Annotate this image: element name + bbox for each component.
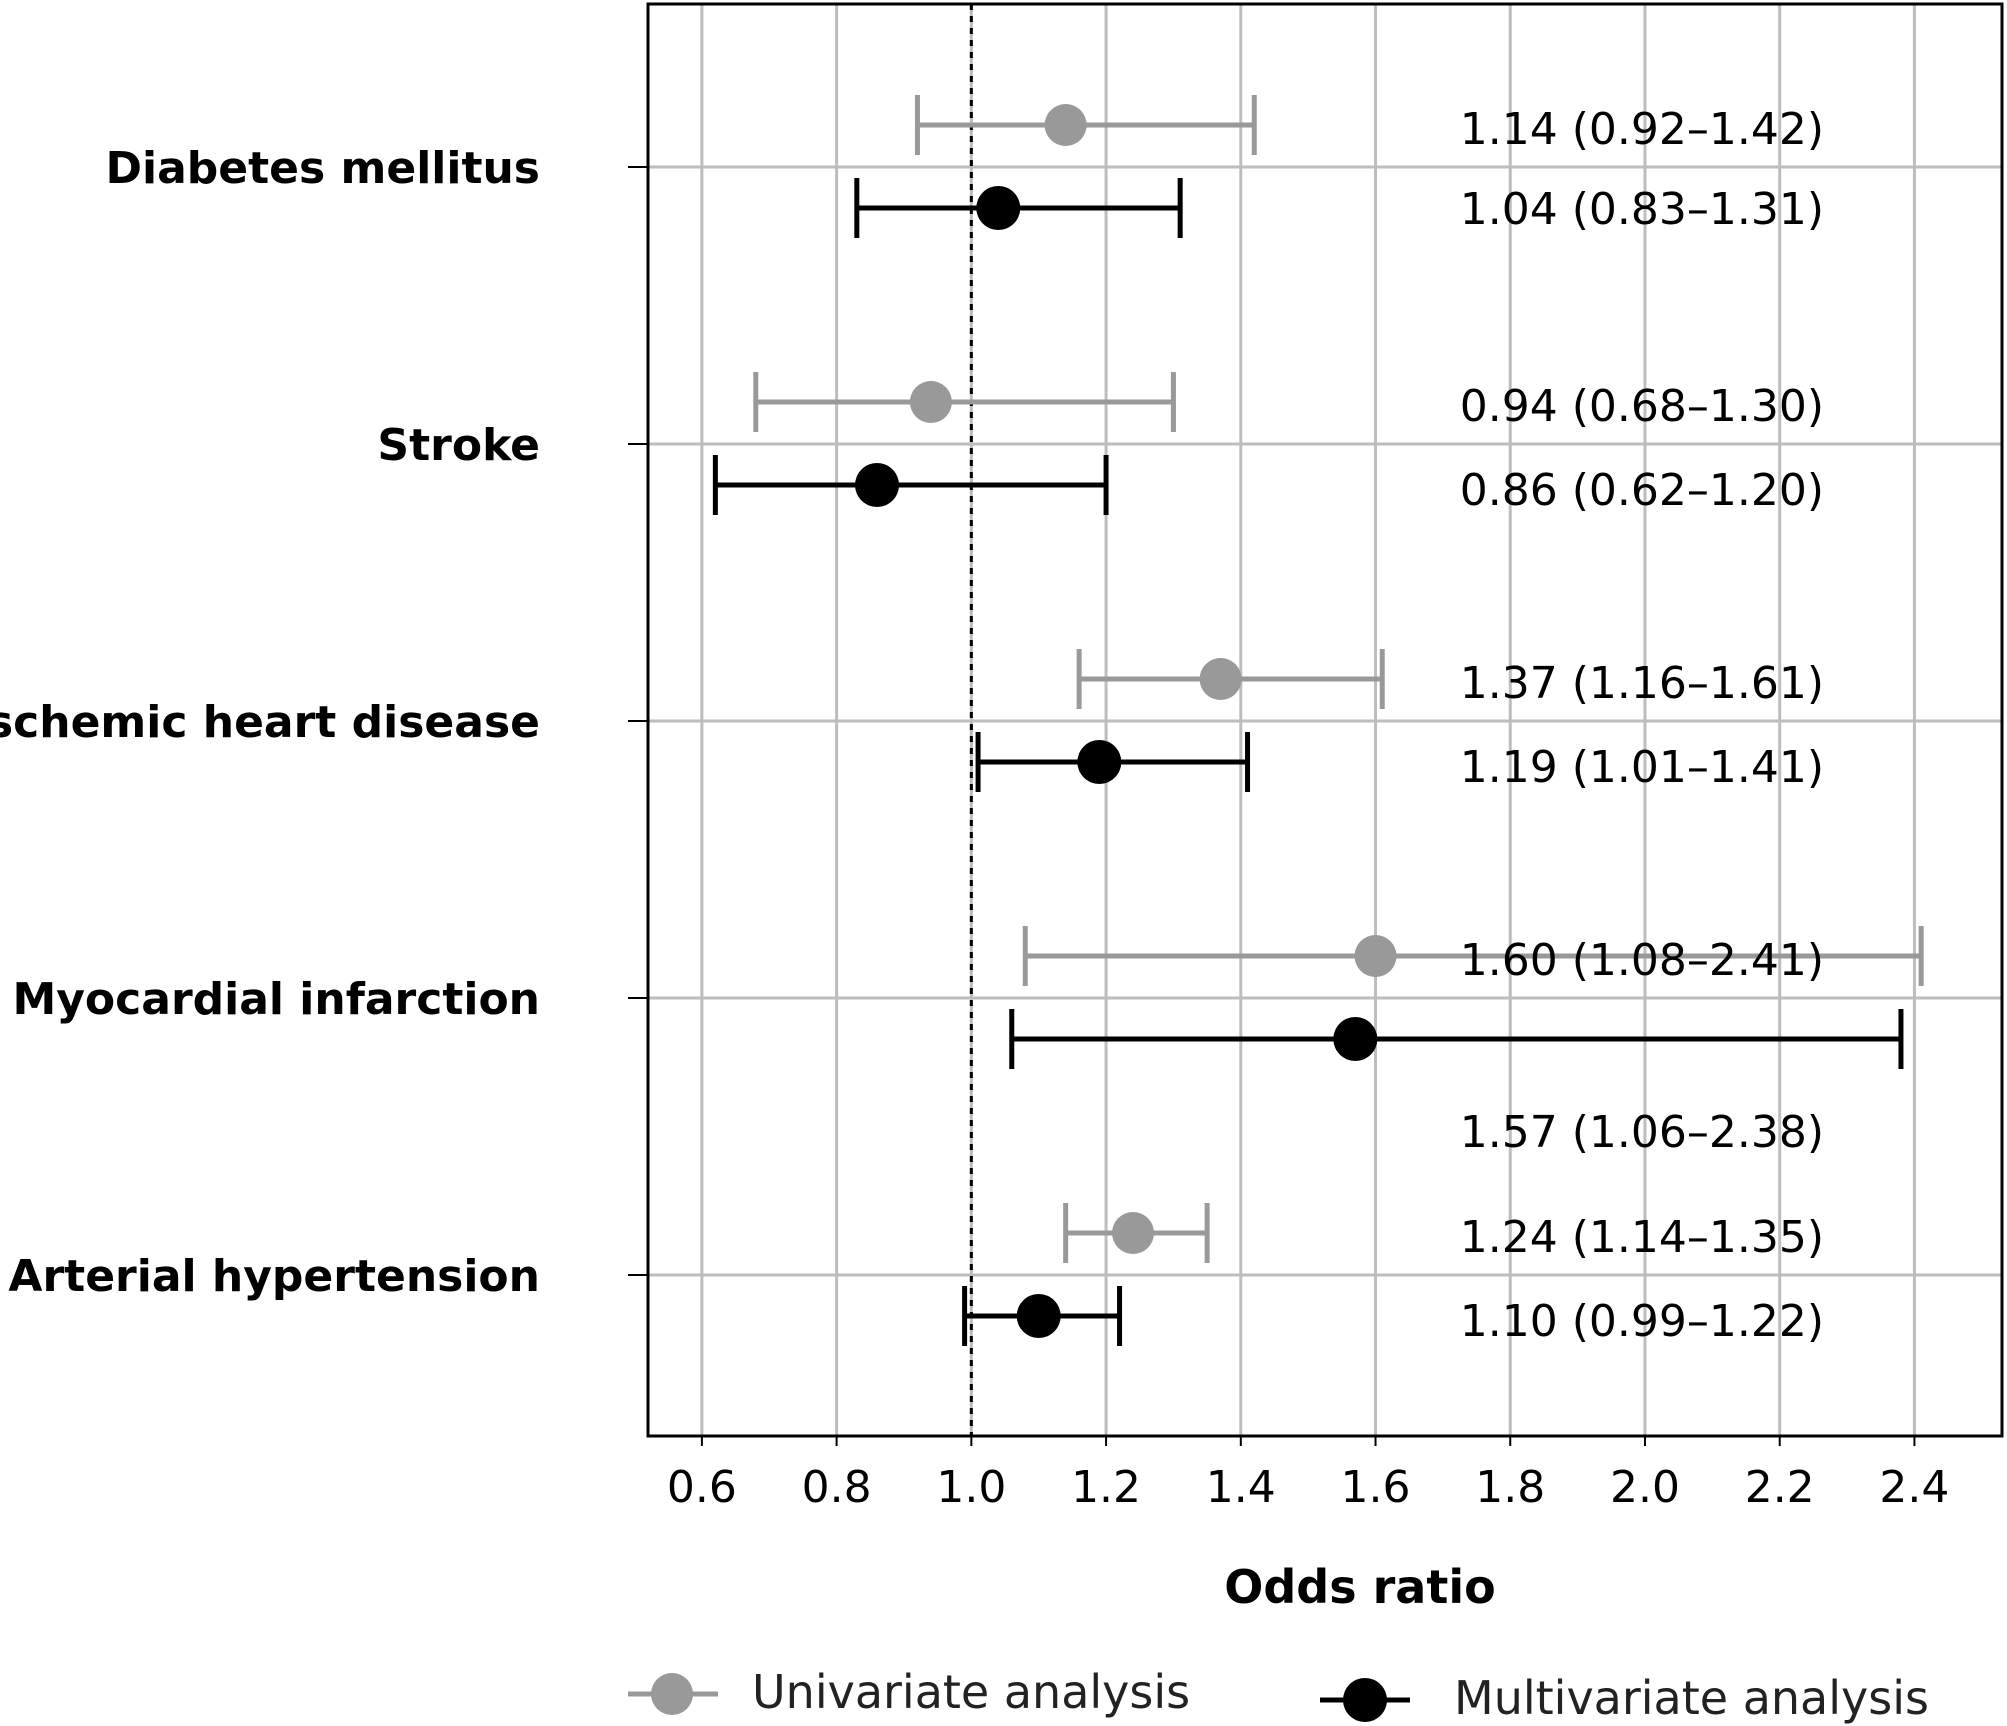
plot-border bbox=[646, 2, 2004, 1438]
point-estimate bbox=[1077, 740, 1122, 784]
legend-marker bbox=[1343, 1678, 1387, 1722]
x-tick-label: 0.8 bbox=[802, 1462, 872, 1513]
grid-lines bbox=[648, 4, 2002, 1436]
x-tick-label: 1.8 bbox=[1475, 1462, 1545, 1513]
labels: 0.6 0.8 1.0 1.2 1.4 1.6 1.8 2.0 2.2 2.4 Diabetes m… bbox=[0, 104, 1949, 1513]
estimate-label: 1.37 (1.16–1.61) bbox=[1460, 658, 1824, 709]
x-tick-label: 1.4 bbox=[1206, 1462, 1276, 1513]
category-label: Arterial hypertension bbox=[8, 1251, 540, 1302]
point-estimate bbox=[855, 463, 900, 507]
estimate-label: 0.94 (0.68–1.30) bbox=[1460, 381, 1824, 432]
legend-label: Univariate analysis bbox=[752, 1665, 1190, 1719]
estimate-label: 1.14 (0.92–1.42) bbox=[1460, 104, 1824, 155]
point-estimate bbox=[1044, 104, 1087, 146]
estimate-label: 1.10 (0.99–1.22) bbox=[1460, 1296, 1824, 1347]
estimate-label: 1.19 (1.01–1.41) bbox=[1460, 742, 1824, 793]
point-estimate bbox=[1112, 1212, 1155, 1254]
point-estimate bbox=[909, 381, 952, 423]
estimate-label: 1.60 (1.08–2.41) bbox=[1460, 935, 1824, 986]
x-tick-label: 1.0 bbox=[936, 1462, 1006, 1513]
point-estimate bbox=[976, 186, 1021, 230]
legend-label: Multivariate analysis bbox=[1454, 1671, 1929, 1725]
category-label: Ischemic heart disease bbox=[0, 697, 540, 748]
x-tick-label: 0.6 bbox=[667, 1462, 737, 1513]
point-estimate bbox=[1199, 658, 1242, 700]
estimate-label: 1.04 (0.83–1.31) bbox=[1460, 184, 1824, 235]
legend-marker bbox=[651, 1673, 693, 1715]
category-label: Myocardial infarction bbox=[12, 974, 540, 1025]
x-tick-label: 1.6 bbox=[1341, 1462, 1411, 1513]
legend: Univariate analysis Multivariate analysis bbox=[628, 1665, 1929, 1725]
confidence-intervals bbox=[712, 95, 1924, 1346]
plot-frame bbox=[628, 2, 2004, 1446]
category-label: Diabetes mellitus bbox=[106, 143, 541, 194]
x-tick-label: 2.4 bbox=[1879, 1462, 1949, 1513]
point-estimate bbox=[1333, 1017, 1378, 1061]
x-tick-label: 2.0 bbox=[1610, 1462, 1680, 1513]
point-estimate bbox=[1354, 935, 1397, 977]
point-estimate bbox=[1016, 1294, 1061, 1338]
x-tick-label: 2.2 bbox=[1745, 1462, 1815, 1513]
category-label: Stroke bbox=[377, 420, 540, 471]
estimate-label: 0.86 (0.62–1.20) bbox=[1460, 465, 1824, 516]
estimate-label: 1.24 (1.14–1.35) bbox=[1460, 1212, 1824, 1263]
x-axis-title: Odds ratio bbox=[1224, 1560, 1495, 1614]
x-tick-label: 1.2 bbox=[1071, 1462, 1141, 1513]
estimate-label: 1.57 (1.06–2.38) bbox=[1460, 1107, 1824, 1158]
